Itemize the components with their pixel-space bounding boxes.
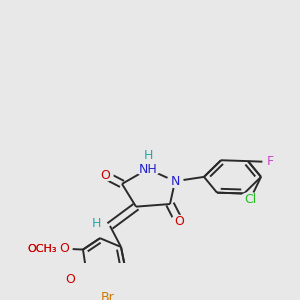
Text: N: N	[170, 175, 180, 188]
Ellipse shape	[98, 291, 118, 300]
Ellipse shape	[167, 175, 183, 188]
Ellipse shape	[136, 162, 160, 176]
Ellipse shape	[50, 290, 66, 300]
Ellipse shape	[56, 243, 72, 255]
Ellipse shape	[62, 273, 78, 286]
Text: O: O	[65, 273, 75, 286]
Ellipse shape	[171, 215, 187, 228]
Ellipse shape	[263, 156, 277, 168]
Text: O: O	[100, 169, 110, 182]
Text: H: H	[143, 149, 153, 162]
Text: OCH₃: OCH₃	[27, 244, 57, 254]
Text: H: H	[91, 217, 101, 230]
Ellipse shape	[26, 242, 58, 256]
Ellipse shape	[97, 169, 113, 181]
Text: NH: NH	[139, 163, 158, 176]
Text: Br: Br	[101, 291, 115, 300]
Text: O: O	[174, 215, 184, 228]
Text: Cl: Cl	[244, 193, 256, 206]
Text: OCH₃: OCH₃	[27, 244, 57, 254]
Text: O: O	[59, 242, 69, 255]
Ellipse shape	[240, 193, 260, 207]
Text: F: F	[266, 155, 274, 169]
